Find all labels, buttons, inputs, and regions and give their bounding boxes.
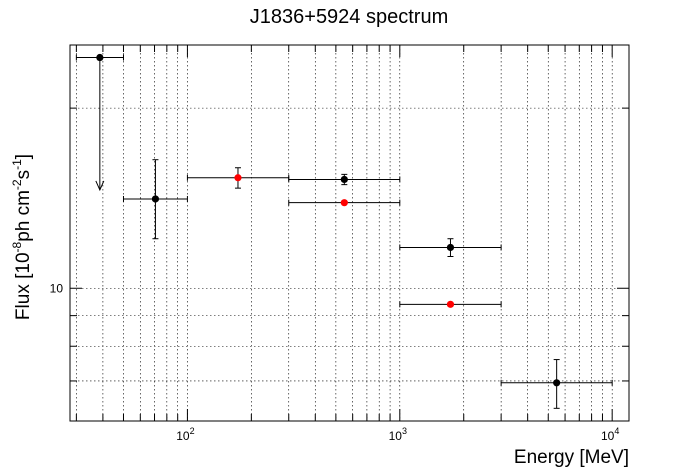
data-point (288, 199, 401, 207)
y-axis-label: Flux [10-8ph cm-2s-1] (10, 154, 34, 320)
x-tick-label-exp: 3 (402, 426, 407, 436)
y-label-mid: ph cm (13, 190, 34, 242)
x-tick-label: 104 (601, 426, 619, 443)
data-point (122, 159, 188, 240)
data-marker (340, 199, 348, 207)
y-tick-label: 10 (50, 281, 64, 295)
axis-ticks (70, 45, 629, 422)
data-point (500, 359, 613, 409)
grid-lines (70, 45, 629, 422)
y-label-exp1: -8 (10, 241, 24, 252)
y-label-exp3: -1 (10, 159, 24, 170)
data-point (75, 53, 124, 192)
y-label-suffix: ] (13, 154, 34, 159)
x-tick-label: 102 (176, 426, 194, 443)
data-marker (340, 175, 348, 184)
x-tick-label-exp: 4 (614, 426, 619, 436)
plot-frame (69, 44, 630, 422)
y-label-s: s (13, 170, 34, 180)
y-tick-labels: 10 (50, 281, 64, 295)
data-marker (553, 379, 561, 387)
data-points (75, 53, 613, 409)
y-label-prefix: Flux [10 (13, 252, 34, 320)
x-tick-label-base: 10 (389, 429, 403, 443)
data-point (288, 173, 401, 186)
data-marker (96, 53, 104, 62)
data-marker (151, 195, 160, 203)
x-tick-labels: 102 103 104 (176, 426, 619, 443)
data-marker (446, 243, 455, 252)
x-tick-label-base: 10 (176, 429, 190, 443)
x-tick-label: 103 (389, 426, 407, 443)
x-tick-label-exp: 2 (190, 426, 195, 436)
data-marker (446, 300, 455, 308)
data-point (399, 300, 502, 308)
x-axis-label: Energy [MeV] (514, 447, 629, 468)
data-point (186, 167, 290, 189)
y-label-exp2: -2 (10, 179, 24, 190)
data-marker (234, 174, 242, 182)
x-tick-label-base: 10 (601, 429, 615, 443)
upper-limit-arrowhead (95, 180, 105, 192)
data-point (399, 238, 502, 257)
chart-title: J1836+5924 spectrum (250, 6, 448, 28)
